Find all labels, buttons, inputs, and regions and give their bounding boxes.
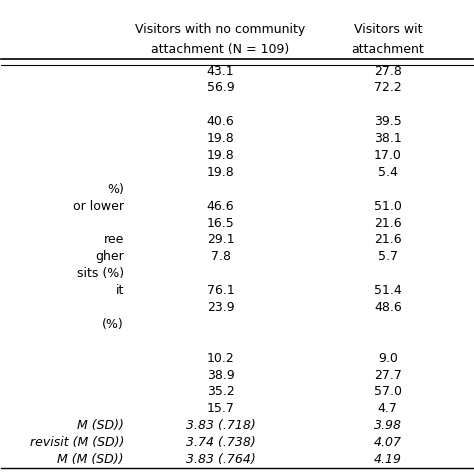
Text: 3.98: 3.98: [374, 419, 402, 432]
Text: ree: ree: [103, 234, 124, 246]
Text: gher: gher: [95, 250, 124, 264]
Text: 4.19: 4.19: [374, 453, 402, 466]
Text: 19.8: 19.8: [207, 166, 234, 179]
Text: attachment (N = 109): attachment (N = 109): [151, 43, 290, 56]
Text: or lower: or lower: [73, 200, 124, 213]
Text: 15.7: 15.7: [207, 402, 235, 415]
Text: 21.6: 21.6: [374, 234, 401, 246]
Text: Visitors with no community: Visitors with no community: [136, 23, 306, 36]
Text: 38.1: 38.1: [374, 132, 401, 145]
Text: 27.7: 27.7: [374, 368, 402, 382]
Text: 76.1: 76.1: [207, 284, 234, 297]
Text: 23.9: 23.9: [207, 301, 234, 314]
Text: 46.6: 46.6: [207, 200, 234, 213]
Text: 38.9: 38.9: [207, 368, 234, 382]
Text: 9.0: 9.0: [378, 352, 398, 365]
Text: 56.9: 56.9: [207, 82, 234, 94]
Text: 43.1: 43.1: [207, 64, 234, 78]
Text: 48.6: 48.6: [374, 301, 401, 314]
Text: 4.07: 4.07: [374, 436, 402, 449]
Text: 16.5: 16.5: [207, 217, 234, 229]
Text: 10.2: 10.2: [207, 352, 234, 365]
Text: (%): (%): [102, 318, 124, 331]
Text: 35.2: 35.2: [207, 385, 234, 399]
Text: 39.5: 39.5: [374, 115, 401, 128]
Text: 4.7: 4.7: [378, 402, 398, 415]
Text: 19.8: 19.8: [207, 132, 234, 145]
Text: 51.4: 51.4: [374, 284, 401, 297]
Text: M (SD)): M (SD)): [77, 419, 124, 432]
Text: revisit (M (SD)): revisit (M (SD)): [29, 436, 124, 449]
Text: it: it: [116, 284, 124, 297]
Text: 29.1: 29.1: [207, 234, 234, 246]
Text: 5.4: 5.4: [378, 166, 398, 179]
Text: 21.6: 21.6: [374, 217, 401, 229]
Text: 57.0: 57.0: [374, 385, 402, 399]
Text: 72.2: 72.2: [374, 82, 401, 94]
Text: attachment: attachment: [351, 43, 424, 56]
Text: 3.74 (.738): 3.74 (.738): [186, 436, 255, 449]
Text: 3.83 (.764): 3.83 (.764): [186, 453, 255, 466]
Text: sits (%): sits (%): [77, 267, 124, 280]
Text: M (M (SD)): M (M (SD)): [57, 453, 124, 466]
Text: 40.6: 40.6: [207, 115, 234, 128]
Text: 5.7: 5.7: [378, 250, 398, 264]
Text: 27.8: 27.8: [374, 64, 402, 78]
Text: 19.8: 19.8: [207, 149, 234, 162]
Text: Visitors wit: Visitors wit: [354, 23, 422, 36]
Text: 3.83 (.718): 3.83 (.718): [186, 419, 255, 432]
Text: %): %): [107, 183, 124, 196]
Text: 51.0: 51.0: [374, 200, 402, 213]
Text: 7.8: 7.8: [210, 250, 230, 264]
Text: 17.0: 17.0: [374, 149, 402, 162]
